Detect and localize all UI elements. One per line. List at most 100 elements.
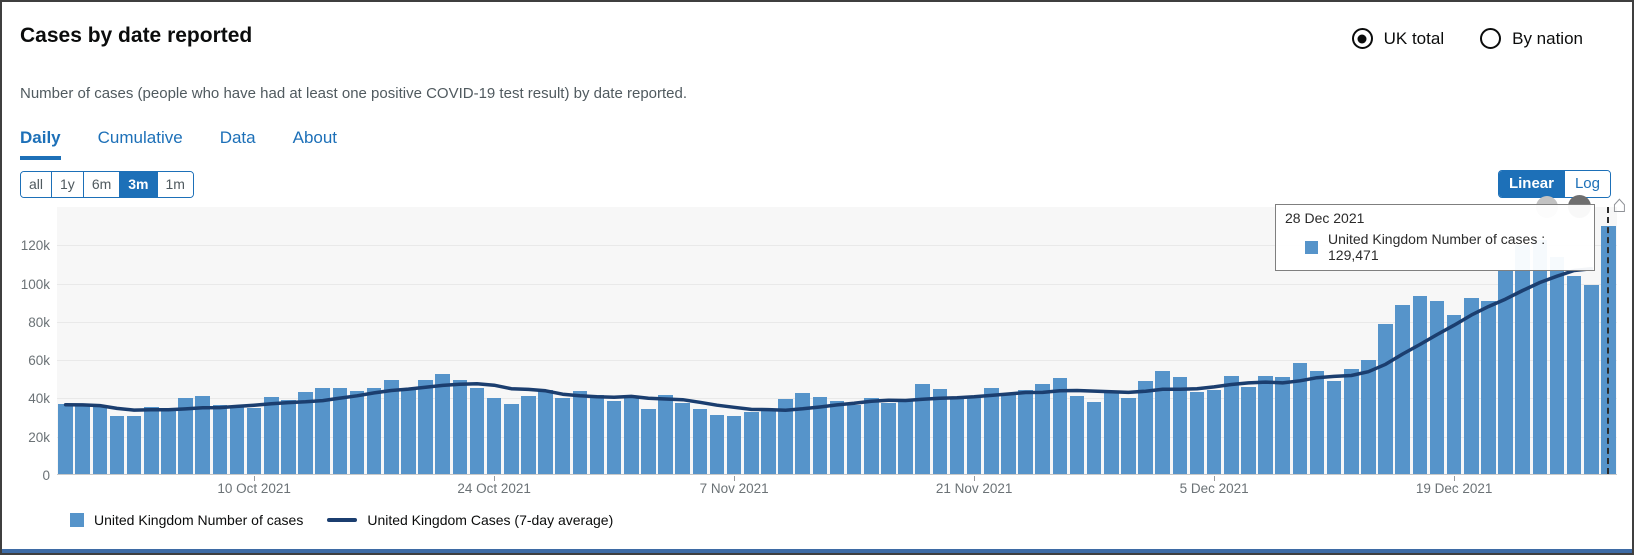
daily-cases-bar[interactable]	[161, 409, 176, 474]
daily-cases-bar[interactable]	[263, 397, 279, 474]
daily-cases-bar[interactable]	[109, 416, 125, 474]
scale-linear-button[interactable]: Linear	[1498, 171, 1564, 197]
daily-cases-bar[interactable]	[915, 384, 930, 474]
daily-cases-bar[interactable]	[1223, 375, 1239, 474]
daily-cases-bar[interactable]	[1138, 381, 1153, 474]
daily-cases-bar[interactable]	[1532, 240, 1548, 474]
daily-cases-bar[interactable]	[538, 389, 553, 474]
daily-cases-bar[interactable]	[1172, 377, 1188, 474]
daily-cases-bar[interactable]	[572, 390, 588, 474]
range-button-all[interactable]: all	[21, 172, 52, 197]
daily-cases-bar[interactable]	[932, 389, 948, 474]
daily-cases-bar[interactable]	[898, 400, 913, 474]
daily-cases-bar[interactable]	[795, 392, 810, 474]
daily-cases-bar[interactable]	[1241, 386, 1256, 474]
daily-cases-bar[interactable]	[349, 390, 365, 474]
daily-cases-bar[interactable]	[1275, 376, 1290, 474]
daily-cases-bar[interactable]	[1326, 380, 1342, 474]
daily-cases-bar[interactable]	[1498, 270, 1513, 474]
daily-cases-bar[interactable]	[1018, 390, 1033, 474]
daily-cases-bar[interactable]	[881, 402, 896, 474]
daily-cases-bar[interactable]	[1566, 275, 1582, 474]
daily-cases-bar[interactable]	[726, 416, 742, 474]
daily-cases-bar[interactable]	[555, 397, 570, 474]
tab-data[interactable]: Data	[219, 128, 256, 147]
range-button-1y[interactable]: 1y	[51, 172, 83, 197]
daily-cases-bar[interactable]	[503, 404, 519, 474]
daily-cases-bar[interactable]	[75, 404, 90, 474]
daily-cases-bar[interactable]	[486, 397, 502, 474]
radio-uk-total[interactable]: UK total	[1351, 28, 1444, 49]
daily-cases-bar[interactable]	[195, 396, 210, 474]
daily-cases-bar[interactable]	[143, 406, 159, 474]
daily-cases-bar[interactable]	[435, 374, 450, 474]
daily-cases-bar[interactable]	[1446, 315, 1462, 474]
daily-cases-bar[interactable]	[1378, 323, 1393, 474]
daily-cases-bar[interactable]	[641, 409, 656, 474]
daily-cases-bar[interactable]	[761, 410, 776, 474]
daily-cases-bar[interactable]	[1155, 370, 1170, 474]
daily-cases-bar[interactable]	[383, 379, 399, 474]
daily-cases-bar[interactable]	[1052, 378, 1068, 474]
daily-cases-bar[interactable]	[623, 397, 639, 474]
daily-cases-bar[interactable]	[298, 392, 313, 474]
daily-cases-bar[interactable]	[332, 388, 348, 474]
daily-cases-bar[interactable]	[709, 415, 725, 474]
daily-cases-bar[interactable]	[829, 400, 845, 474]
daily-cases-bar[interactable]	[1206, 389, 1222, 474]
daily-cases-bar[interactable]	[1258, 375, 1273, 474]
daily-cases-bar[interactable]	[1412, 295, 1428, 474]
radio-unselected-icon[interactable]	[1480, 28, 1502, 49]
daily-cases-bar[interactable]	[1429, 300, 1445, 474]
daily-cases-bar[interactable]	[812, 396, 828, 474]
daily-cases-bar[interactable]	[1189, 392, 1205, 474]
daily-cases-bar[interactable]	[589, 395, 605, 474]
daily-cases-bar[interactable]	[1001, 392, 1016, 474]
daily-cases-bar[interactable]	[846, 404, 862, 474]
daily-cases-bar[interactable]	[178, 397, 193, 474]
daily-cases-bar[interactable]	[966, 398, 982, 474]
daily-cases-bar[interactable]	[401, 390, 416, 474]
daily-cases-bar[interactable]	[692, 408, 708, 474]
daily-cases-bar[interactable]	[92, 405, 108, 474]
daily-cases-bar[interactable]	[1361, 359, 1376, 474]
daily-cases-bar[interactable]	[658, 394, 673, 474]
daily-cases-bar[interactable]	[1103, 392, 1119, 474]
daily-cases-bar[interactable]	[606, 401, 622, 474]
daily-cases-bar[interactable]	[983, 388, 999, 474]
daily-cases-bar[interactable]	[1035, 383, 1050, 474]
daily-cases-bar[interactable]	[366, 387, 382, 474]
daily-cases-bar[interactable]	[863, 398, 879, 474]
daily-cases-bar[interactable]	[1309, 370, 1325, 474]
daily-cases-bar[interactable]	[1549, 256, 1565, 474]
range-button-3m[interactable]: 3m	[119, 172, 157, 197]
tab-daily[interactable]: Daily	[20, 128, 61, 160]
range-button-6m[interactable]: 6m	[82, 172, 120, 197]
daily-cases-bar[interactable]	[1121, 398, 1136, 474]
reset-zoom-home-icon[interactable]: ⌂	[1612, 191, 1627, 218]
daily-cases-bar[interactable]	[778, 398, 793, 474]
tab-about[interactable]: About	[292, 128, 338, 147]
daily-cases-bar[interactable]	[743, 412, 759, 474]
daily-cases-bar[interactable]	[1463, 298, 1479, 474]
range-button-1m[interactable]: 1m	[156, 172, 193, 197]
daily-cases-bar[interactable]	[246, 407, 262, 474]
daily-cases-bar[interactable]	[315, 387, 330, 474]
daily-cases-bar[interactable]	[1292, 362, 1308, 474]
radio-by-nation[interactable]: By nation	[1480, 28, 1583, 49]
daily-cases-bar[interactable]	[212, 405, 228, 474]
daily-cases-bar[interactable]	[1343, 369, 1359, 474]
daily-cases-bar[interactable]	[1069, 395, 1085, 474]
daily-cases-bar[interactable]	[469, 387, 485, 474]
tab-cumulative[interactable]: Cumulative	[97, 128, 183, 147]
daily-cases-bar[interactable]	[949, 397, 965, 474]
daily-cases-bar[interactable]	[1583, 285, 1599, 474]
daily-cases-bar[interactable]	[1515, 244, 1530, 474]
daily-cases-bar[interactable]	[229, 407, 245, 474]
daily-cases-bar[interactable]	[1086, 401, 1102, 474]
daily-cases-bar[interactable]	[58, 403, 73, 474]
scale-log-button[interactable]: Log	[1563, 171, 1610, 197]
daily-cases-bar[interactable]	[418, 379, 433, 474]
daily-cases-bar[interactable]	[1395, 304, 1410, 474]
daily-cases-bar[interactable]	[452, 379, 468, 474]
